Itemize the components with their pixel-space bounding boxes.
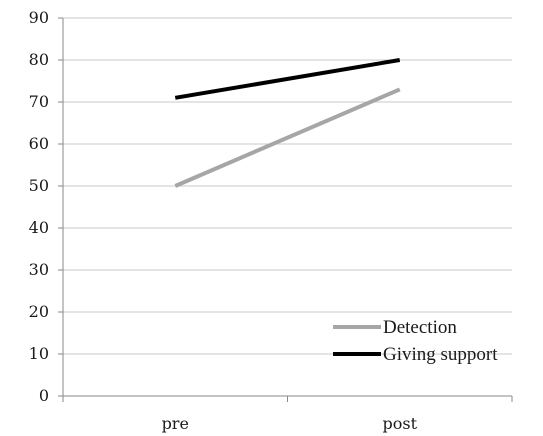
- y-tick-label-60: 60: [29, 134, 49, 153]
- series-line-giving-support: [174, 58, 401, 100]
- y-tick-label-40: 40: [29, 218, 49, 237]
- y-tick-label-30: 30: [29, 260, 49, 279]
- tick-labels: 0 10 20 30 40 50 60 70 80 90 pre post: [29, 8, 418, 433]
- y-tick-label-50: 50: [29, 176, 49, 195]
- y-tick-label-70: 70: [29, 92, 49, 111]
- x-tick-label-pre: pre: [162, 414, 189, 433]
- legend-label-giving-support: Giving support: [383, 344, 498, 365]
- axes: [58, 17, 513, 402]
- series-line-detection: [174, 87, 401, 188]
- legend-label-detection: Detection: [383, 317, 457, 338]
- y-tick-label-0: 0: [39, 386, 49, 405]
- y-tick-label-10: 10: [29, 344, 49, 363]
- y-tick-label-80: 80: [29, 50, 49, 69]
- gridlines: [63, 17, 512, 355]
- y-tick-label-90: 90: [29, 8, 49, 27]
- legend: Detection Giving support: [333, 317, 498, 365]
- series-lines: [174, 58, 401, 188]
- y-tick-label-20: 20: [29, 302, 49, 321]
- x-tick-label-post: post: [382, 414, 417, 433]
